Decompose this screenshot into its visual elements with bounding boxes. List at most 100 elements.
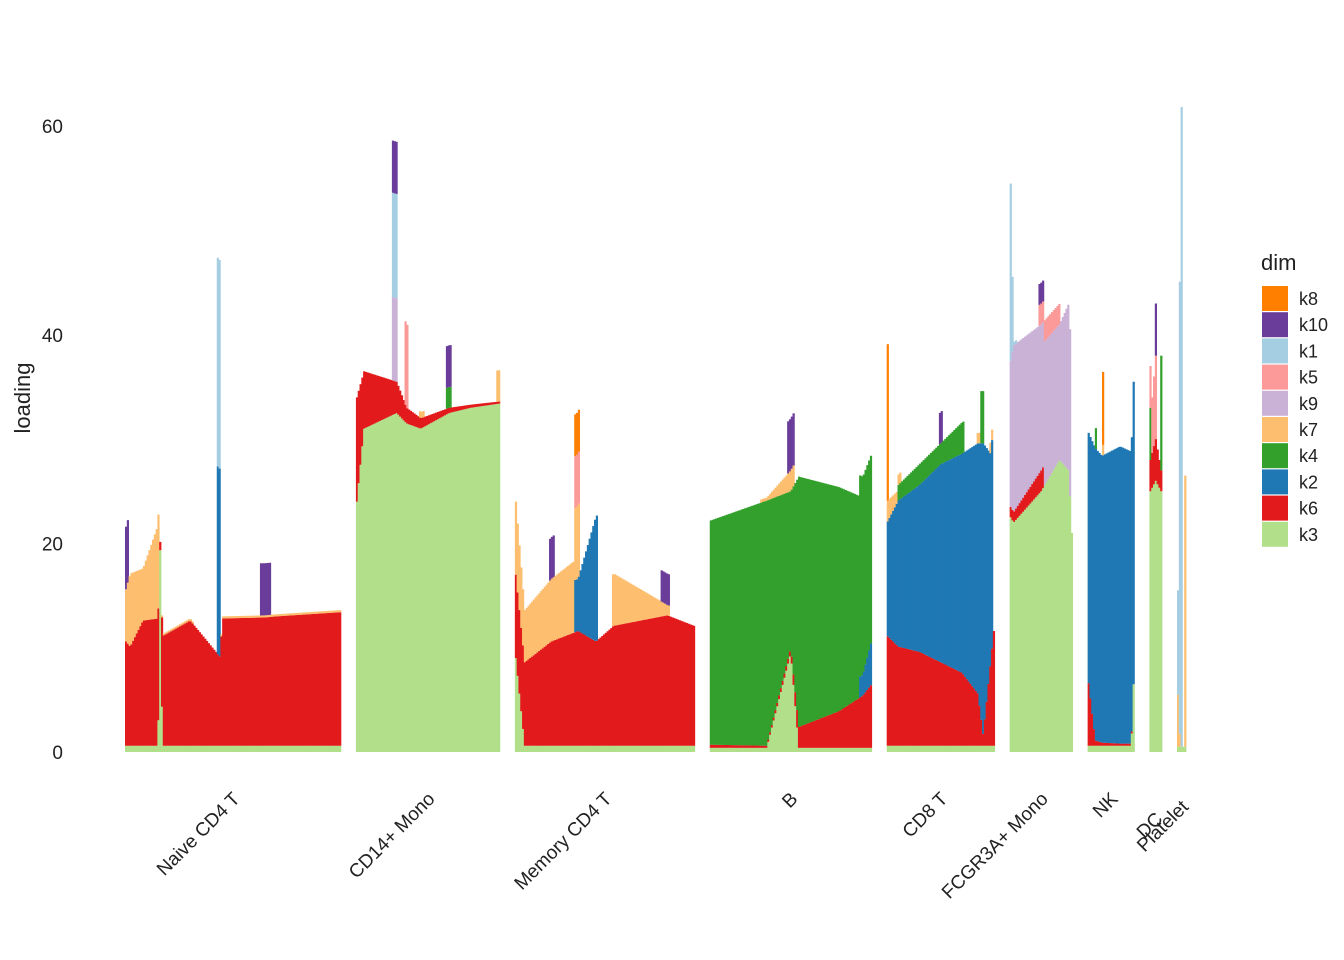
bar-segment-k3: [195, 745, 198, 752]
bar-segment-k7: [295, 612, 299, 616]
bar-segment-k3: [946, 745, 949, 752]
bar-segment-k7: [310, 612, 313, 615]
bar-segment-k7: [324, 611, 327, 614]
bar-segment-k4: [962, 421, 965, 453]
bar-segment-k7: [132, 572, 135, 641]
bar-segment-k7: [543, 586, 546, 647]
bar-segment-k6: [402, 400, 405, 421]
bar-segment-k3: [826, 747, 829, 752]
bar-segment-k6: [536, 652, 539, 746]
bar-segment-k6: [462, 405, 465, 410]
bar-segment-k7: [234, 616, 237, 619]
bar-segment-k3: [301, 745, 304, 752]
bar-segment-k3: [390, 415, 393, 752]
bar-segment-k3: [656, 745, 660, 752]
bar-segment-k3: [770, 727, 774, 752]
bar-segment-k6: [270, 616, 273, 746]
bar-segment-k7: [191, 621, 194, 624]
bar-segment-k3: [525, 745, 528, 752]
bar-segment-k6: [463, 405, 467, 410]
bar-segment-k6: [680, 620, 683, 746]
bar-segment-k4: [830, 485, 833, 715]
bar-segment-k3: [904, 745, 907, 752]
bar-segment-k3: [667, 745, 670, 752]
bar-segment-k3: [860, 747, 864, 752]
bar-segment-k3: [134, 745, 137, 752]
bar-segment-k6: [754, 745, 757, 748]
y-tick-label: 20: [42, 534, 63, 555]
bar-segment-k3: [258, 745, 261, 752]
bar-segment-k3: [164, 745, 167, 752]
bar-segment-k6: [601, 635, 604, 746]
bar-segment-k7: [570, 563, 573, 634]
bar-segment-k3: [245, 745, 248, 752]
bar-segment-k3: [286, 745, 290, 752]
bar-segment-k3: [983, 745, 987, 752]
bar-segment-k6: [851, 702, 855, 748]
bar-segment-k6: [869, 685, 873, 748]
bar-segment-k6: [229, 618, 232, 746]
bar-segment-k2: [576, 579, 579, 632]
bar-segment-k6: [673, 618, 676, 746]
bar-segment-k6: [857, 698, 860, 748]
bar-segment-k7: [635, 586, 638, 622]
bar-segment-k3: [738, 747, 741, 752]
bar-segment-k2: [953, 457, 956, 669]
bar-segment-k3: [890, 745, 893, 752]
bar-segment-k6: [442, 410, 445, 417]
bar-segment-k6: [563, 636, 566, 746]
bar-segment-k3: [328, 745, 331, 752]
bar-segment-k6: [850, 703, 853, 748]
bar-segment-k3: [157, 720, 160, 752]
bar-segment-k3: [967, 745, 970, 752]
bar-segment-k3: [1153, 484, 1156, 752]
bar-segment-k6: [370, 373, 373, 426]
bar-segment-k9: [1069, 329, 1072, 497]
bar-segment-k7: [142, 565, 146, 621]
bar-segment-k8: [1102, 371, 1105, 445]
bar-segment-k6: [621, 624, 624, 746]
bar-segment-k10: [1154, 303, 1158, 356]
bar-segment-k3: [886, 745, 889, 752]
bar-segment-k4: [859, 475, 862, 677]
bar-segment-k3: [991, 745, 994, 752]
bar-segment-k6: [612, 626, 615, 746]
bar-segment-k3: [490, 404, 494, 752]
bar-segment-k6: [853, 701, 856, 748]
bar-segment-k3: [1009, 517, 1012, 752]
bar-segment-k4: [897, 484, 900, 501]
bar-segment-k7: [292, 613, 295, 616]
bar-segment-k3: [402, 420, 405, 752]
bar-segment-k7: [225, 616, 228, 619]
bar-segment-k4: [747, 507, 750, 746]
bar-segment-k6: [915, 651, 918, 746]
bar-segment-k6: [624, 623, 627, 746]
bar-segment-k3: [955, 745, 958, 752]
bar-segment-k3: [576, 745, 579, 752]
bar-segment-k7: [1102, 444, 1105, 456]
bar-segment-k3: [558, 745, 561, 752]
bar-segment-k6: [819, 718, 822, 748]
bar-segment-k3: [216, 745, 219, 752]
bar-segment-k7: [294, 613, 297, 616]
bar-segment-k3: [186, 745, 189, 752]
bar-segment-k6: [200, 634, 203, 746]
bar-segment-k7: [137, 570, 140, 630]
bar-segment-k4: [731, 512, 734, 746]
bar-segment-k1: [218, 259, 221, 469]
bar-segment-k3: [973, 745, 976, 752]
bar-segment-k3: [1034, 497, 1038, 752]
bar-segment-k7: [525, 607, 528, 661]
bar-segment-k6: [758, 745, 761, 748]
bar-segment-k7: [664, 603, 667, 616]
bar-segment-k6: [137, 629, 140, 746]
bar-segment-k7: [249, 615, 252, 618]
bar-segment-k2: [583, 557, 586, 635]
bar-segment-k3: [178, 745, 182, 752]
bar-segment-k6: [331, 612, 335, 746]
bar-segment-k3: [232, 745, 236, 752]
bar-segment-k3: [691, 745, 694, 752]
bar-segment-k6: [393, 381, 396, 414]
bar-segment-k6: [189, 621, 192, 746]
bar-segment-k4: [938, 444, 942, 466]
